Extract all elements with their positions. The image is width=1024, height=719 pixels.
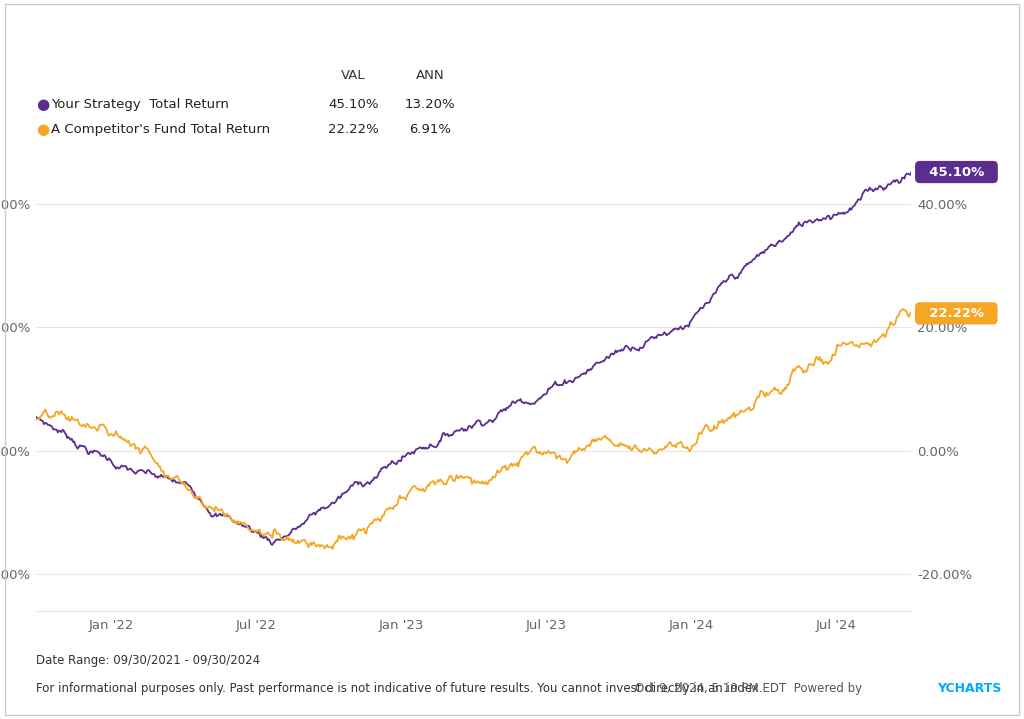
Text: For informational purposes only. Past performance is not indicative of future re: For informational purposes only. Past pe…	[36, 682, 763, 695]
Text: Date Range: 09/30/2021 - 09/30/2024: Date Range: 09/30/2021 - 09/30/2024	[36, 654, 260, 667]
Text: VAL: VAL	[341, 69, 366, 82]
Text: ●: ●	[36, 122, 49, 137]
Text: Your Strategy  Total Return: Your Strategy Total Return	[51, 98, 229, 111]
Text: 45.10%: 45.10%	[328, 98, 379, 111]
Text: ANN: ANN	[416, 69, 444, 82]
Text: 13.20%: 13.20%	[404, 98, 456, 111]
Text: 22.22%: 22.22%	[920, 307, 993, 320]
Text: 45.10%: 45.10%	[920, 165, 993, 178]
Text: Oct 9, 2024, 5:19 PM EDT  Powered by: Oct 9, 2024, 5:19 PM EDT Powered by	[635, 682, 865, 695]
Text: YCHARTS: YCHARTS	[937, 682, 1001, 695]
Text: 22.22%: 22.22%	[328, 123, 379, 136]
Text: A Competitor's Fund Total Return: A Competitor's Fund Total Return	[51, 123, 270, 136]
Text: 6.91%: 6.91%	[409, 123, 452, 136]
Text: ●: ●	[36, 97, 49, 111]
